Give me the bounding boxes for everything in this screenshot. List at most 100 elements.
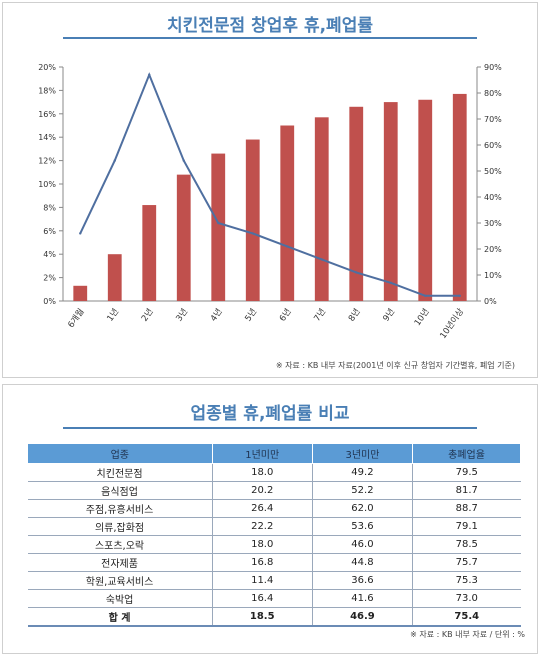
industry-cell: 의류,잡화점	[27, 517, 213, 536]
table-panel: 업종별 휴,폐업률 비교 업종 1년미만 3년미만 총폐업율 치킨전문점 18.0…	[2, 384, 538, 654]
left-tick-label: 6%	[43, 227, 56, 236]
category-label: 4년	[208, 306, 225, 323]
total-label-cell: 합 계	[27, 607, 213, 627]
industry-cell: 치킨전문점	[27, 463, 213, 482]
left-tick-label: 4%	[43, 250, 56, 259]
industry-cell: 숙박업	[27, 589, 213, 608]
value-cell: 78.5	[412, 535, 521, 554]
category-label: 6년	[277, 306, 294, 323]
right-tick-label: 90%	[484, 63, 502, 72]
value-cell: 41.6	[312, 589, 414, 608]
category-label: 7년	[312, 306, 329, 323]
chart-panel: 치킨전문점 창업후 휴,폐업률 0% 2% 4% 6% 8% 10% 12% 14% 16% 18…	[2, 2, 538, 378]
value-cell: 53.6	[312, 517, 414, 536]
value-cell: 73.0	[412, 589, 521, 608]
right-tick-label: 20%	[484, 245, 502, 254]
bar	[452, 93, 467, 301]
line-point	[355, 271, 358, 274]
line-point	[79, 232, 82, 235]
category-label: 5년	[243, 306, 260, 323]
line-point	[251, 232, 254, 235]
industry-cell: 음식점업	[27, 481, 213, 500]
value-cell: 22.2	[212, 517, 313, 536]
bar	[314, 117, 329, 301]
left-tick-label: 20%	[38, 63, 56, 72]
value-cell: 88.7	[412, 499, 521, 518]
left-tick-label: 12%	[38, 157, 56, 166]
table-total-row: 합 계 18.5 46.9 75.4	[27, 607, 521, 627]
industry-cell: 스포츠,오락	[27, 535, 213, 554]
value-cell: 62.0	[312, 499, 414, 518]
right-tick-label: 80%	[484, 89, 502, 98]
category-label: 2년	[139, 306, 156, 323]
bar	[383, 102, 398, 301]
right-tick-label: 40%	[484, 193, 502, 202]
value-cell: 36.6	[312, 571, 414, 590]
table-title: 업종별 휴,폐업률 비교	[190, 404, 350, 424]
value-cell: 49.2	[312, 463, 414, 482]
category-label: 10년이상	[438, 306, 467, 341]
header-total-rate: 총폐업율	[412, 443, 521, 464]
table-row: 학원,교육서비스 11.4 36.6 75.3	[27, 571, 521, 590]
value-cell: 81.7	[412, 481, 521, 500]
table-header-row: 업종 1년미만 3년미만 총폐업율	[27, 443, 521, 464]
table-row: 전자제품 16.8 44.8 75.7	[27, 553, 521, 572]
closure-rate-line	[79, 72, 460, 297]
title-underline	[63, 427, 477, 429]
bar	[73, 285, 88, 301]
line-point	[320, 258, 323, 261]
table-row: 음식점업 20.2 52.2 81.7	[27, 481, 521, 500]
category-label: 6개월	[66, 306, 87, 330]
table-source-note: ※ 자료 : KB 내부 자료 / 단위 : %	[410, 630, 525, 639]
total-value-cell: 18.5	[212, 607, 313, 627]
category-label: 1년	[105, 306, 122, 323]
value-cell: 46.0	[312, 535, 414, 554]
title-underline	[63, 37, 477, 39]
bar	[245, 139, 260, 301]
bar	[280, 125, 295, 301]
table-row: 치킨전문점 18.0 49.2 79.5	[27, 463, 521, 482]
closure-rate-chart: 0% 2% 4% 6% 8% 10% 12% 14% 16% 18% 20% 0% 10% 20% 30% 4…	[38, 63, 502, 341]
table-row: 주점,유흥서비스 26.4 62.0 88.7	[27, 499, 521, 518]
chart-source-note: ※ 자료 : KB 내부 자료(2001년 이후 신규 창업자 기간별휴, 폐업…	[275, 361, 515, 370]
table-row: 의류,잡화점 22.2 53.6 79.1	[27, 517, 521, 536]
value-cell: 18.0	[212, 463, 313, 482]
left-tick-label: 2%	[43, 274, 56, 283]
line-point	[389, 281, 392, 284]
industry-cell: 전자제품	[27, 553, 213, 572]
value-cell: 79.5	[412, 463, 521, 482]
right-tick-label: 70%	[484, 115, 502, 124]
bar	[176, 174, 191, 301]
table-row: 숙박업 16.4 41.6 73.0	[27, 589, 521, 608]
right-tick-label: 10%	[484, 271, 502, 280]
line-point	[424, 294, 427, 297]
line-point	[182, 159, 185, 162]
header-under-3yr: 3년미만	[311, 443, 414, 464]
right-tick-label: 30%	[484, 219, 502, 228]
bar	[107, 254, 122, 301]
right-tick-label: 0%	[484, 297, 497, 306]
line-point	[217, 221, 220, 225]
value-cell: 20.2	[212, 481, 313, 500]
value-cell: 11.4	[212, 571, 313, 590]
category-label: 10년	[412, 306, 432, 328]
left-tick-label: 0%	[43, 297, 56, 306]
bar	[142, 205, 157, 301]
line-point	[458, 294, 461, 297]
left-tick-label: 18%	[38, 86, 56, 95]
value-cell: 26.4	[212, 499, 313, 518]
value-cell: 75.3	[412, 571, 521, 590]
line-point	[286, 245, 289, 248]
right-tick-label: 50%	[484, 167, 502, 176]
industry-cell: 학원,교육서비스	[27, 571, 213, 590]
total-value-cell: 46.9	[312, 607, 414, 627]
left-tick-label: 16%	[38, 110, 56, 119]
header-industry: 업종	[27, 443, 213, 464]
value-cell: 44.8	[312, 553, 414, 572]
chart-title: 치킨전문점 창업후 휴,폐업률	[167, 16, 373, 36]
category-label: 8년	[346, 306, 363, 323]
industry-cell: 주점,유흥서비스	[27, 499, 213, 518]
right-tick-label: 60%	[484, 141, 502, 150]
value-cell: 16.4	[212, 589, 313, 608]
table-row: 스포츠,오락 18.0 46.0 78.5	[27, 535, 521, 554]
